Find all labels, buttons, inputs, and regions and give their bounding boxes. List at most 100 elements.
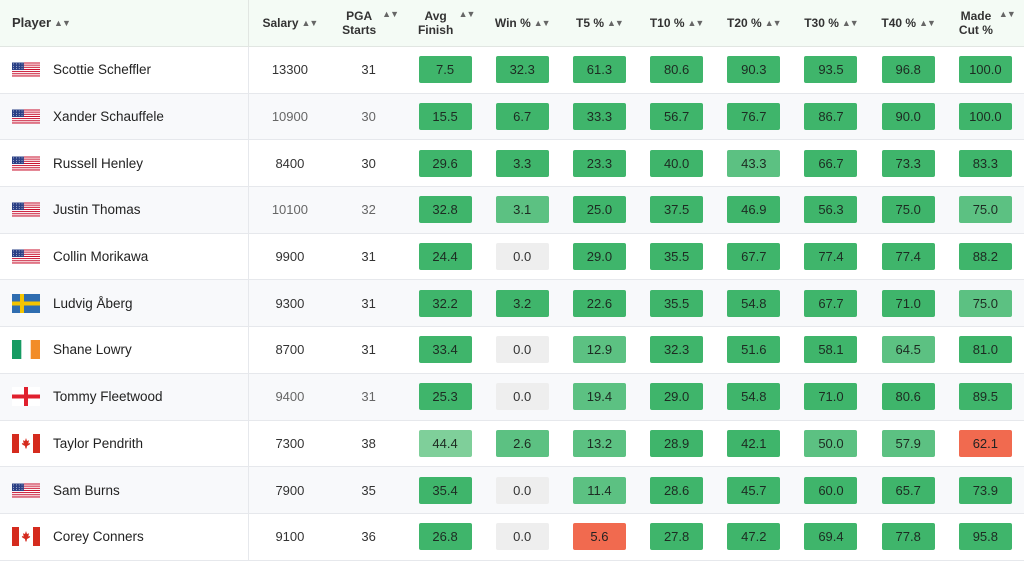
stat-value: 88.2 <box>958 243 1012 271</box>
table-row[interactable]: Collin Morikawa 9900 31 24.4 0.0 29.0 35.5 67.7… <box>0 233 1024 281</box>
header-starts-label: PGA Starts <box>342 9 377 37</box>
table-row[interactable]: Tommy Fleetwood 9400 31 25.3 0.0 19.4 29.0 54.8… <box>0 373 1024 421</box>
player-name[interactable]: Justin Thomas <box>53 202 141 218</box>
player-name[interactable]: Corey Conners <box>53 529 144 545</box>
table-row[interactable]: Sam Burns 7900 35 35.4 0.0 11.4 28.6 45.7 60.0 65… <box>0 467 1024 514</box>
player-cell[interactable]: Justin Thomas <box>0 187 250 233</box>
player-cell[interactable]: Shane Lowry <box>0 327 250 373</box>
stat-value: 45.7 <box>727 476 781 504</box>
player-cell[interactable]: Russell Henley <box>0 140 250 187</box>
sort-icon: ▲▼ <box>458 9 476 19</box>
stat-value: 29.0 <box>650 383 704 411</box>
player-cell[interactable]: Xander Schauffele <box>0 93 250 140</box>
stat-cell: 77.8 <box>870 514 947 560</box>
salary-cell: 10100 <box>249 187 331 233</box>
stat-cell: 57.9 <box>870 421 947 467</box>
stat-cell: 50.0 <box>792 421 869 467</box>
stat-value: 32.3 <box>495 56 549 84</box>
stat-cell: 0.0 <box>484 467 561 513</box>
stat-cell: 6.7 <box>484 94 561 140</box>
table-row[interactable]: Russell Henley 8400 30 29.6 3.3 23.3 40.0 43.3 6… <box>0 140 1024 188</box>
stat-value: 81.0 <box>958 336 1012 364</box>
starts-value: 30 <box>361 109 376 125</box>
header-t10[interactable]: T10 % ▲▼ <box>638 0 715 46</box>
header-t30-label: T30 % <box>804 16 839 30</box>
header-win[interactable]: Win % ▲▼ <box>484 0 561 46</box>
stat-cell: 32.2 <box>406 280 483 326</box>
stat-cell: 25.0 <box>561 187 638 233</box>
player-cell[interactable]: Tommy Fleetwood <box>0 373 250 420</box>
stat-value: 56.7 <box>650 103 704 131</box>
stat-cell: 28.9 <box>638 421 715 467</box>
canada-flag-icon <box>12 433 40 453</box>
stat-value: 33.3 <box>572 103 626 131</box>
header-salary[interactable]: Salary ▲▼ <box>249 0 331 46</box>
player-cell[interactable]: Ludvig Åberg <box>0 280 250 327</box>
canada-flag-icon <box>12 527 40 547</box>
stat-cell: 58.1 <box>792 327 869 373</box>
stat-value: 32.3 <box>650 336 704 364</box>
header-t5[interactable]: T5 % ▲▼ <box>561 0 638 46</box>
player-name[interactable]: Collin Morikawa <box>53 249 149 265</box>
stat-cell: 67.7 <box>792 280 869 326</box>
stat-value: 40.0 <box>650 149 704 177</box>
header-made-cut-label: Made Cut % <box>958 9 993 37</box>
stat-value: 28.9 <box>650 429 704 457</box>
stat-cell: 73.3 <box>870 140 947 186</box>
player-cell[interactable]: Sam Burns <box>0 467 250 513</box>
stat-cell: 56.3 <box>792 187 869 233</box>
stat-cell: 96.8 <box>870 47 947 93</box>
table-row[interactable]: Justin Thomas 10100 32 32.8 3.1 25.0 37.5 46.9 5… <box>0 187 1024 234</box>
stat-cell: 0.0 <box>484 374 561 420</box>
stat-value: 32.2 <box>418 289 472 317</box>
table-header: Player ▲▼ Salary ▲▼ PGA Starts ▲▼ Avg Finis… <box>0 0 1024 47</box>
stat-value: 25.3 <box>418 383 472 411</box>
table-row[interactable]: Scottie Scheffler 13300 31 7.5 32.3 61.3 80.6 9… <box>0 47 1024 94</box>
stat-cell: 67.7 <box>715 234 792 280</box>
starts-cell: 31 <box>331 327 407 373</box>
starts-cell: 31 <box>331 47 407 93</box>
stat-value: 33.4 <box>418 336 472 364</box>
stat-cell: 3.3 <box>484 140 561 186</box>
player-name[interactable]: Xander Schauffele <box>53 109 164 125</box>
player-name[interactable]: Scottie Scheffler <box>53 62 152 78</box>
table-row[interactable]: Corey Conners 9100 36 26.8 0.0 5.6 27.8 47.2 69.… <box>0 513 1024 561</box>
player-name[interactable]: Taylor Pendrith <box>53 435 144 451</box>
stat-cell: 29.6 <box>406 140 483 186</box>
stat-value: 0.0 <box>495 383 549 411</box>
table-row[interactable]: Taylor Pendrith 7300 38 44.4 2.6 13.2 28.9 42.1… <box>0 420 1024 468</box>
stat-value: 71.0 <box>804 383 858 411</box>
table-body: Scottie Scheffler 13300 31 7.5 32.3 61.3 80.6 9… <box>0 47 1024 561</box>
stat-cell: 77.4 <box>870 234 947 280</box>
stat-cell: 88.2 <box>947 234 1024 280</box>
starts-value: 31 <box>361 295 376 311</box>
stat-cell: 69.4 <box>792 514 869 560</box>
header-t40[interactable]: T40 % ▲▼ <box>870 0 947 46</box>
header-starts[interactable]: PGA Starts ▲▼ <box>331 0 407 46</box>
table-row[interactable]: Xander Schauffele 10900 30 15.5 6.7 33.3 56.7 7… <box>0 93 1024 141</box>
player-name[interactable]: Shane Lowry <box>53 342 132 358</box>
stat-value: 67.7 <box>727 243 781 271</box>
player-name[interactable]: Tommy Fleetwood <box>53 389 163 405</box>
salary-value: 7900 <box>275 482 305 498</box>
stat-value: 56.3 <box>804 196 858 224</box>
table-row[interactable]: Shane Lowry 8700 31 33.4 0.0 12.9 32.3 51.6 58.1… <box>0 327 1024 374</box>
stat-value: 35.4 <box>418 476 472 504</box>
player-cell[interactable]: Scottie Scheffler <box>0 47 250 93</box>
player-name[interactable]: Ludvig Åberg <box>53 295 133 311</box>
header-avg-finish[interactable]: Avg Finish ▲▼ <box>406 0 483 46</box>
stat-value: 54.8 <box>727 289 781 317</box>
header-made-cut[interactable]: Made Cut % ▲▼ <box>947 0 1024 46</box>
stat-cell: 100.0 <box>947 47 1024 93</box>
player-cell[interactable]: Collin Morikawa <box>0 233 250 280</box>
header-t20[interactable]: T20 % ▲▼ <box>715 0 792 46</box>
header-t30[interactable]: T30 % ▲▼ <box>792 0 869 46</box>
player-cell[interactable]: Corey Conners <box>0 513 250 560</box>
salary-value: 8700 <box>275 342 305 358</box>
table-row[interactable]: Ludvig Åberg 9300 31 32.2 3.2 22.6 35.5 54.8 67.… <box>0 280 1024 328</box>
player-cell[interactable]: Taylor Pendrith <box>0 420 250 467</box>
header-player[interactable]: Player ▲▼ <box>0 0 250 46</box>
player-name[interactable]: Sam Burns <box>53 482 120 498</box>
player-name[interactable]: Russell Henley <box>53 155 144 171</box>
stat-cell: 26.8 <box>406 514 483 560</box>
